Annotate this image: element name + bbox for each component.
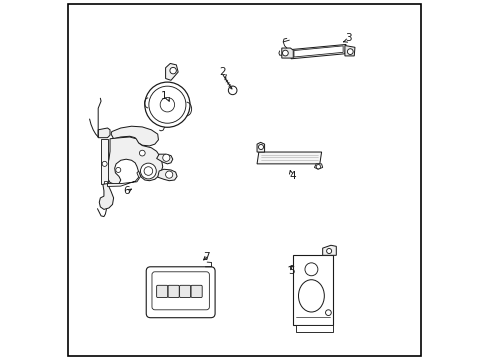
Polygon shape bbox=[98, 128, 110, 138]
FancyBboxPatch shape bbox=[179, 285, 190, 297]
Bar bbox=[101, 139, 108, 184]
Polygon shape bbox=[158, 169, 177, 181]
Polygon shape bbox=[293, 46, 343, 57]
Circle shape bbox=[193, 308, 198, 313]
Polygon shape bbox=[322, 245, 336, 255]
Polygon shape bbox=[107, 171, 140, 186]
FancyBboxPatch shape bbox=[156, 285, 167, 297]
FancyBboxPatch shape bbox=[146, 267, 215, 318]
Circle shape bbox=[144, 82, 190, 127]
Polygon shape bbox=[99, 184, 113, 210]
FancyBboxPatch shape bbox=[191, 285, 202, 297]
Text: 6: 6 bbox=[122, 186, 129, 196]
Circle shape bbox=[160, 98, 174, 112]
Circle shape bbox=[194, 289, 199, 294]
Circle shape bbox=[282, 50, 287, 56]
Circle shape bbox=[144, 167, 152, 175]
Polygon shape bbox=[290, 44, 346, 59]
Circle shape bbox=[139, 150, 145, 156]
Polygon shape bbox=[257, 142, 264, 152]
Polygon shape bbox=[314, 164, 322, 169]
Circle shape bbox=[162, 100, 172, 110]
Polygon shape bbox=[106, 137, 163, 184]
Text: 3: 3 bbox=[345, 33, 351, 43]
Text: 2: 2 bbox=[219, 67, 226, 77]
Bar bbox=[296, 325, 332, 332]
Circle shape bbox=[316, 165, 320, 169]
FancyBboxPatch shape bbox=[152, 272, 209, 310]
Circle shape bbox=[163, 154, 169, 161]
Polygon shape bbox=[165, 63, 178, 80]
Polygon shape bbox=[111, 126, 158, 146]
Circle shape bbox=[169, 67, 176, 74]
Circle shape bbox=[258, 144, 263, 149]
Circle shape bbox=[148, 86, 185, 123]
Text: 5: 5 bbox=[287, 266, 294, 276]
Circle shape bbox=[165, 171, 172, 178]
Circle shape bbox=[116, 167, 121, 172]
Circle shape bbox=[228, 86, 237, 95]
Polygon shape bbox=[344, 45, 354, 56]
Ellipse shape bbox=[298, 280, 324, 312]
Polygon shape bbox=[281, 48, 293, 58]
Circle shape bbox=[346, 49, 352, 54]
FancyBboxPatch shape bbox=[168, 285, 179, 297]
Circle shape bbox=[325, 310, 330, 315]
Text: 7: 7 bbox=[203, 252, 210, 262]
Polygon shape bbox=[257, 152, 321, 164]
Polygon shape bbox=[156, 154, 172, 164]
Text: 4: 4 bbox=[289, 171, 296, 181]
Bar bbox=[104, 181, 106, 184]
Text: 1: 1 bbox=[160, 91, 167, 101]
Circle shape bbox=[326, 248, 331, 253]
Bar bbox=[293, 255, 332, 325]
Circle shape bbox=[305, 263, 317, 276]
Circle shape bbox=[102, 161, 107, 166]
Circle shape bbox=[140, 163, 156, 179]
